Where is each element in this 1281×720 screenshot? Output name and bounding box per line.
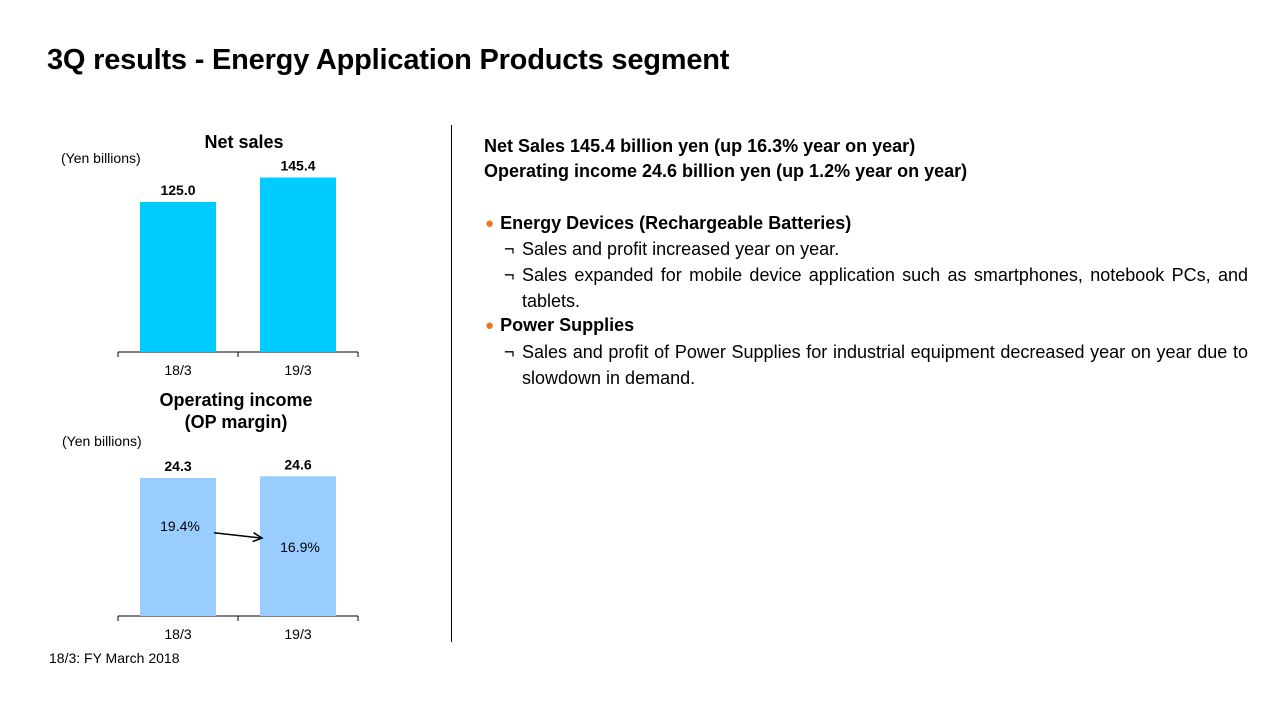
- sub-bullet-icon: ¬: [504, 265, 515, 285]
- footnote: 18/3: FY March 2018: [49, 650, 180, 666]
- margin-change-arrow: [213, 532, 263, 539]
- x-tick-label: 19/3: [284, 362, 311, 378]
- net-sales-chart: 125.0 18/3 145.4 19/3: [117, 158, 359, 378]
- x-tick-label: 18/3: [164, 626, 191, 642]
- operating-income-chart: 24.3 18/3 24.6 19/3 19.4% 16.9%: [117, 456, 359, 642]
- section-heading: Power Supplies: [500, 315, 635, 335]
- operating-income-unit-label: (Yen billions): [62, 433, 142, 449]
- operating-income-summary: Operating income 24.6 billion yen (up 1.…: [484, 161, 968, 181]
- bar-19-3: [260, 476, 336, 616]
- bar-19-3: [260, 177, 336, 352]
- arrowhead-icon: [252, 532, 264, 543]
- list-item: ¬ Sales expanded for mobile device applic…: [504, 262, 1248, 314]
- x-tick-label: 18/3: [164, 362, 191, 378]
- op-margin-label: 16.9%: [280, 539, 320, 555]
- x-tick-label: 19/3: [284, 626, 311, 642]
- bar-value-label: 145.4: [280, 158, 315, 174]
- list-item-text: Sales and profit increased year on year.: [522, 239, 840, 259]
- bar-18-3: [140, 202, 216, 352]
- list-item-text: Sales and profit of Power Supplies for i…: [522, 342, 1248, 388]
- vertical-divider: [451, 125, 452, 642]
- bar-value-label: 24.6: [284, 456, 311, 472]
- bar-value-label: 24.3: [164, 458, 191, 474]
- section-energy-devices: ● Energy Devices (Rechargeable Batteries): [485, 213, 851, 234]
- sub-bullet-icon: ¬: [504, 239, 515, 259]
- list-item: ¬ Sales and profit increased year on year…: [504, 236, 1248, 262]
- bar-value-label: 125.0: [160, 182, 195, 198]
- section-power-supplies: ● Power Supplies: [485, 315, 634, 336]
- bar-18-3: [140, 477, 216, 616]
- bullet-icon: ●: [485, 317, 495, 334]
- op-margin-label: 19.4%: [160, 518, 200, 534]
- list-item-text: Sales expanded for mobile device applica…: [522, 265, 1248, 311]
- net-sales-chart-title: Net sales: [204, 132, 284, 152]
- bullet-icon: ●: [485, 215, 495, 232]
- list-item: ¬ Sales and profit of Power Supplies for …: [504, 339, 1248, 391]
- page-title: 3Q results - Energy Application Products…: [47, 44, 730, 76]
- section-heading: Energy Devices (Rechargeable Batteries): [500, 213, 852, 233]
- net-sales-summary: Net Sales 145.4 billion yen (up 16.3% ye…: [484, 136, 916, 156]
- net-sales-unit-label: (Yen billions): [61, 150, 141, 166]
- operating-income-chart-title: Operating income (OP margin): [159, 390, 313, 432]
- sub-bullet-icon: ¬: [504, 342, 515, 362]
